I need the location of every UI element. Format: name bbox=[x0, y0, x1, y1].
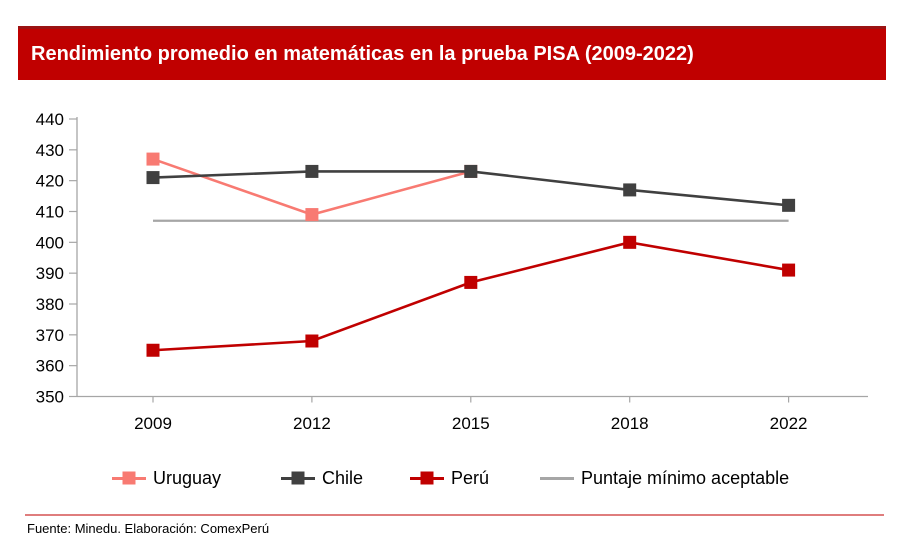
page-title: Rendimiento promedio en matemáticas en l… bbox=[31, 43, 694, 65]
svg-text:430: 430 bbox=[36, 141, 64, 160]
reference-line-swatch bbox=[540, 476, 574, 480]
svg-text:2018: 2018 bbox=[611, 414, 649, 433]
svg-text:410: 410 bbox=[36, 203, 64, 222]
title-bar: Rendimiento promedio en matemáticas en l… bbox=[18, 26, 886, 80]
peru-line-swatch bbox=[410, 471, 444, 485]
svg-text:2022: 2022 bbox=[770, 414, 808, 433]
legend-item-peru: Perú bbox=[410, 468, 489, 488]
legend-label: Puntaje mínimo aceptable bbox=[581, 467, 790, 488]
svg-text:400: 400 bbox=[36, 233, 64, 252]
svg-text:350: 350 bbox=[36, 388, 64, 407]
svg-text:370: 370 bbox=[36, 326, 64, 345]
legend-item-chile: Chile bbox=[281, 468, 363, 488]
svg-text:390: 390 bbox=[36, 264, 64, 283]
legend-label: Uruguay bbox=[153, 467, 222, 488]
legend-label: Perú bbox=[451, 467, 490, 488]
footer-separator bbox=[25, 514, 884, 516]
svg-text:440: 440 bbox=[36, 110, 64, 129]
svg-text:420: 420 bbox=[36, 172, 64, 191]
uruguay-line-swatch bbox=[112, 471, 146, 485]
uruguay-marker-icon bbox=[122, 471, 136, 485]
line-chart: 440 430 420 410 400 390 380 370 360 350 2009 2012 20… bbox=[36, 110, 868, 433]
chile-marker-icon bbox=[291, 471, 305, 485]
chile-line-swatch bbox=[281, 471, 315, 485]
svg-text:2015: 2015 bbox=[452, 414, 490, 433]
legend-item-minimum-score: Puntaje mínimo aceptable bbox=[540, 468, 789, 488]
svg-text:380: 380 bbox=[36, 295, 64, 314]
legend-label: Chile bbox=[322, 467, 364, 488]
svg-text:360: 360 bbox=[36, 357, 64, 376]
svg-text:2009: 2009 bbox=[134, 414, 172, 433]
svg-text:2012: 2012 bbox=[293, 414, 331, 433]
source-note: Fuente: Minedu. Elaboración: ComexPerú bbox=[27, 521, 270, 536]
chart-legend: Uruguay Chile Perú Puntaje mínimo acepta… bbox=[0, 468, 907, 490]
legend-item-uruguay: Uruguay bbox=[112, 468, 221, 488]
peru-marker-icon bbox=[420, 471, 434, 485]
